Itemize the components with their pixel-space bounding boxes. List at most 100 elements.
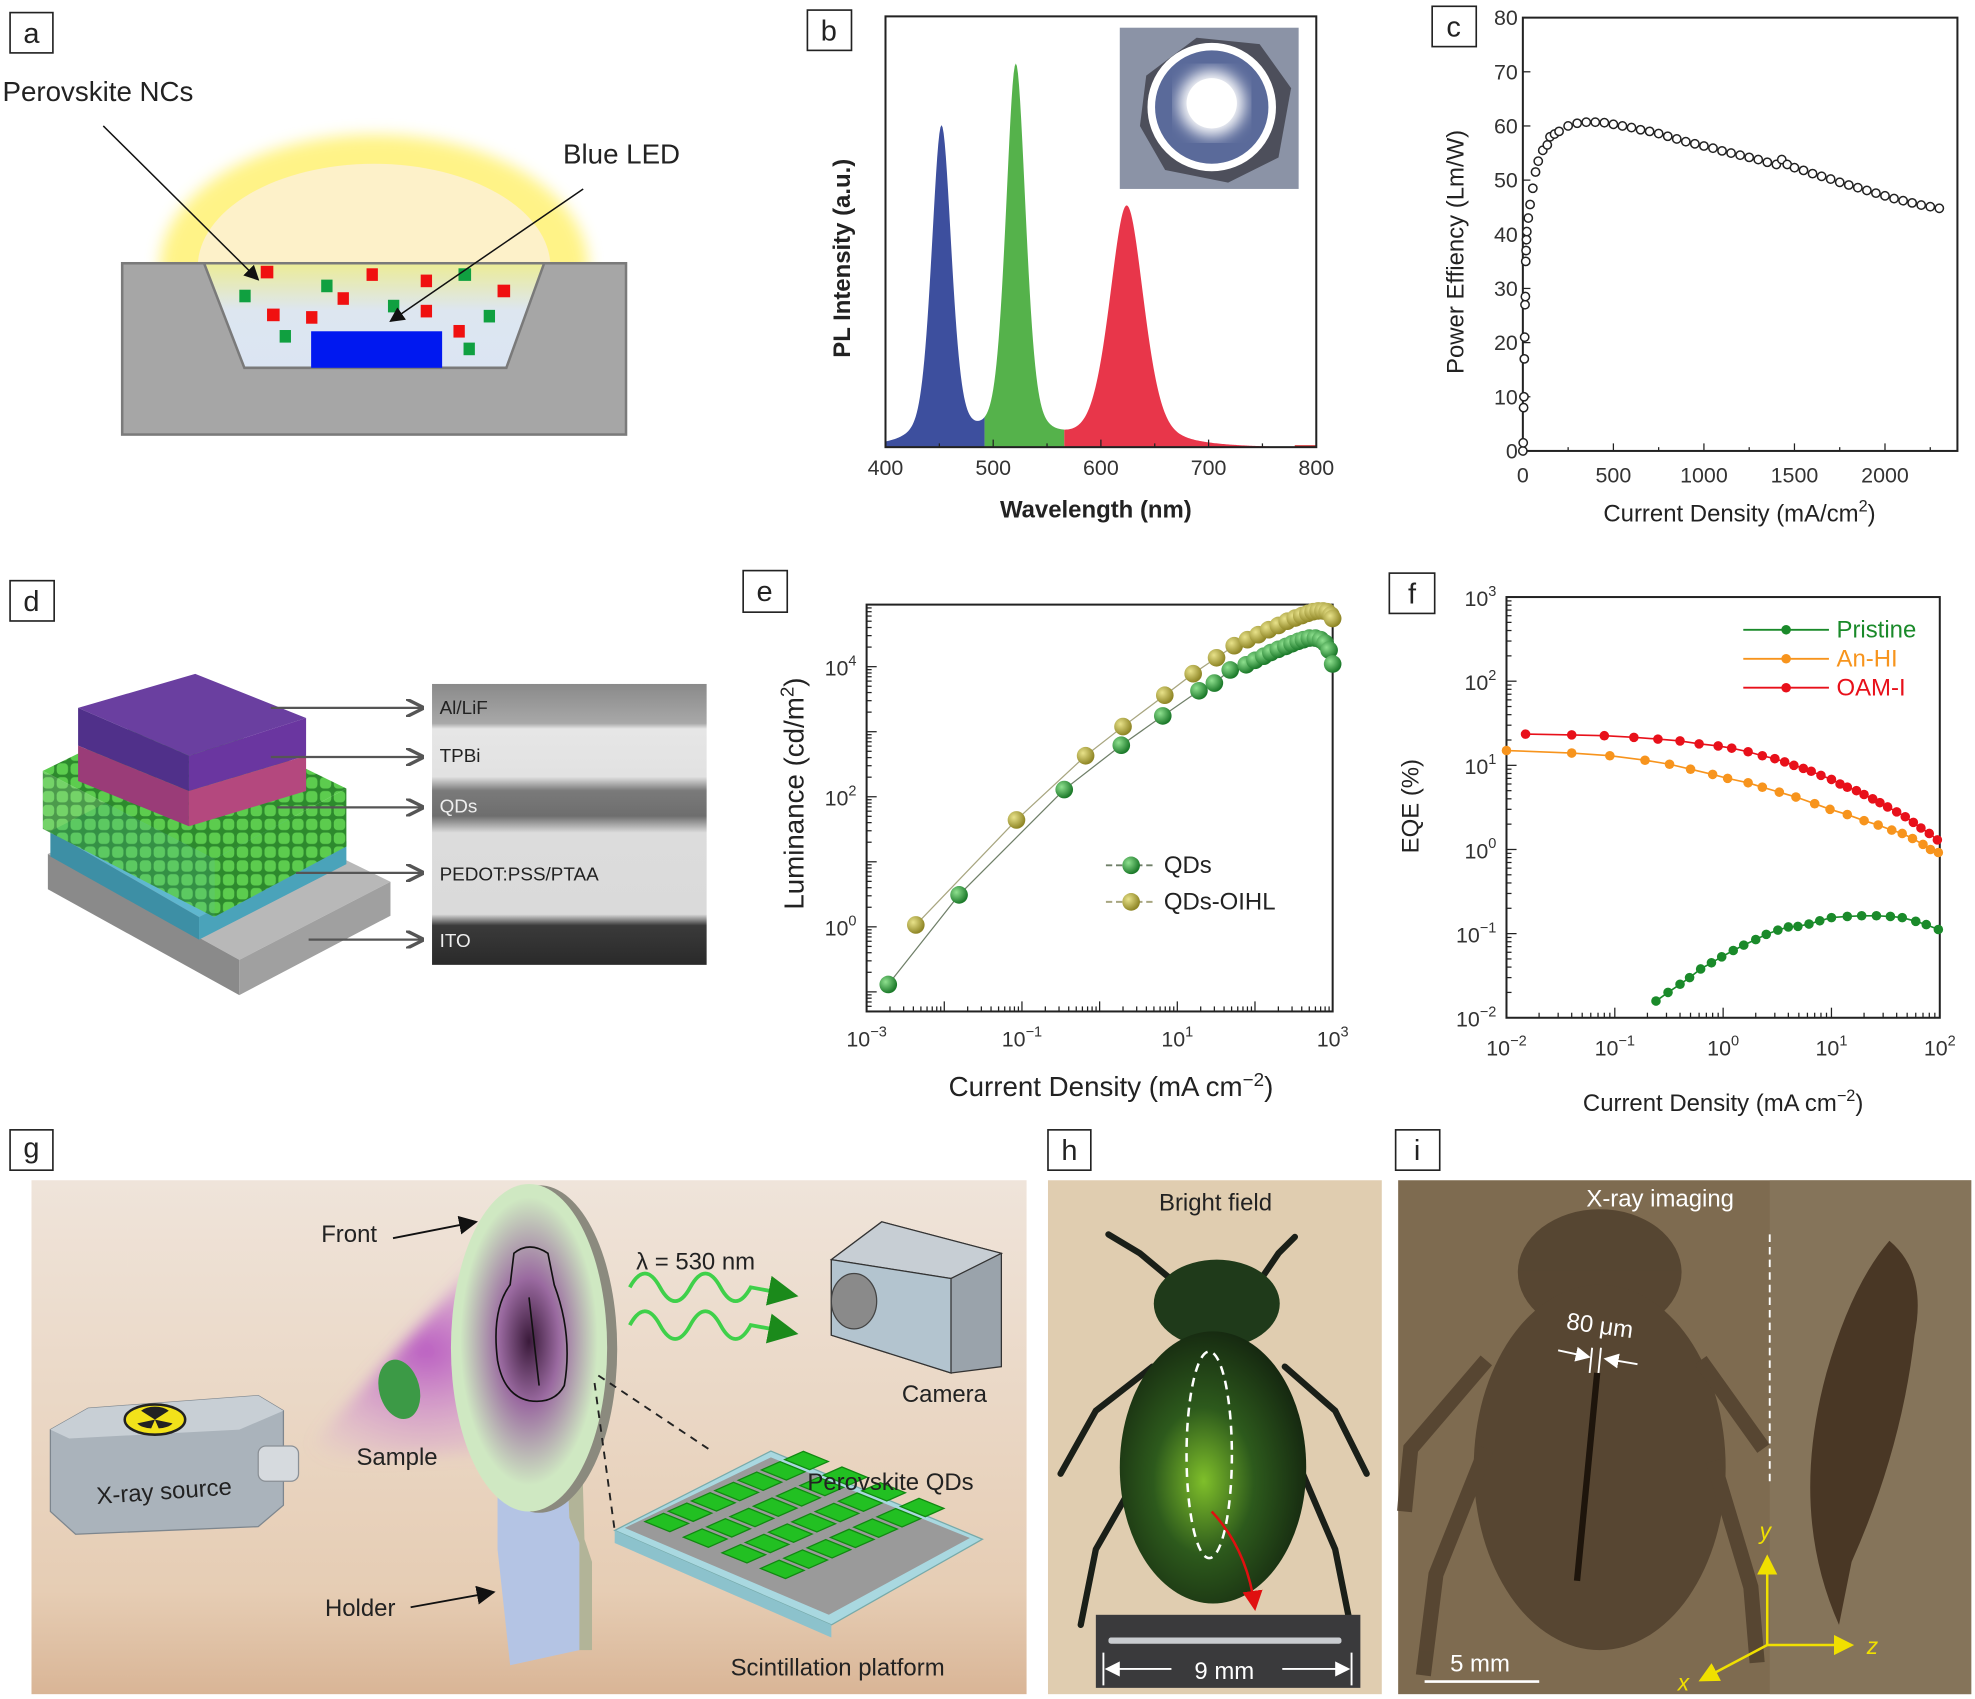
data-point [1689, 138, 1700, 149]
data-point [1114, 717, 1132, 736]
data-point [1055, 780, 1074, 799]
data-point [1761, 929, 1772, 940]
data-point [1076, 746, 1095, 765]
data-point [1599, 117, 1610, 128]
data-point [1851, 785, 1862, 796]
legend-label: OAM-I [1836, 674, 1905, 701]
data-point [1184, 664, 1202, 683]
data-point [1889, 193, 1899, 204]
data-point [1519, 391, 1529, 402]
data-point [1918, 839, 1928, 850]
x-tick-label: 800 [1298, 456, 1334, 480]
y-axis-label: EQE (%) [1397, 759, 1424, 853]
x-tick-label: 1500 [1771, 463, 1819, 487]
svg-text:f: f [1408, 578, 1417, 610]
x-tick-label: 10−1 [1595, 1033, 1635, 1060]
beetle-shadow-top-view [1396, 1209, 1770, 1677]
data-point [1501, 745, 1512, 756]
svg-text:c: c [1446, 12, 1460, 44]
panel-label-h: h [1047, 1129, 1092, 1171]
y-tick-label: 10−1 [1456, 920, 1496, 947]
legend-label: An-HI [1836, 645, 1897, 672]
scale-label-5mm: 5 mm [1450, 1650, 1510, 1677]
data-point [1735, 150, 1746, 161]
coordinate-axes [1698, 1554, 1855, 1682]
x-tick-label: 101 [1161, 1025, 1193, 1052]
electrode-block [78, 673, 307, 827]
wavelength-label: λ = 530 nm [636, 1249, 755, 1276]
y-tick-label: 102 [1464, 668, 1496, 695]
data-point [1520, 256, 1531, 267]
data-point [1518, 402, 1529, 413]
legend-marker [1781, 682, 1791, 693]
data-point [1520, 729, 1531, 739]
data-point [1519, 332, 1530, 343]
scale-bar-9mm [1102, 1652, 1353, 1686]
data-point [1871, 188, 1881, 199]
data-point [1640, 755, 1650, 766]
y-tick-label: 30 [1494, 277, 1518, 301]
xray-source: X-ray source [49, 1394, 300, 1535]
x-tick-label: 103 [1317, 1025, 1349, 1052]
data-point [1521, 226, 1532, 237]
y-tick-label: 20 [1494, 331, 1518, 355]
panel-i-xray-image: X-ray imaging 80 μm 5 mm y z x [1396, 1180, 1972, 1695]
data-point [1814, 916, 1825, 926]
x-tick-label: 1000 [1680, 463, 1728, 487]
chart-b-inset-photo [1119, 27, 1299, 189]
legend-marker [1781, 653, 1791, 664]
tem-cross-section-image [432, 683, 707, 965]
data-point [1856, 910, 1867, 921]
bright-field-title: Bright field [1159, 1189, 1272, 1216]
panel-label-e: e [742, 569, 789, 613]
y-axis-label: Luminance (cd/m2) [777, 677, 810, 909]
data-point [1806, 766, 1816, 777]
data-point [1738, 940, 1749, 950]
data-point [1873, 820, 1883, 830]
data-point [1774, 787, 1785, 797]
qd-cell [821, 1466, 869, 1487]
qd-cell [766, 1523, 814, 1544]
camera-lens [830, 1272, 878, 1330]
data-point [1843, 180, 1854, 190]
panel-label-b: b [806, 9, 853, 52]
qd-cell [813, 1502, 861, 1523]
data-point [1653, 734, 1663, 744]
x-tick-label: 0 [1517, 463, 1529, 487]
data-point [1726, 148, 1736, 158]
data-point [1809, 798, 1820, 809]
pin [1108, 1637, 1342, 1644]
data-point [1320, 641, 1338, 659]
legend-label: QDs [1164, 852, 1212, 879]
data-point [879, 975, 898, 994]
data-point [1925, 201, 1936, 212]
data-point [1900, 811, 1911, 822]
data-point [1651, 996, 1661, 1006]
qd-cell [705, 1517, 752, 1538]
data-point [1826, 912, 1837, 923]
data-point [1708, 143, 1718, 154]
qd-cell [689, 1491, 737, 1512]
perovskite-arrow [102, 125, 260, 281]
qd-cell [783, 1450, 830, 1471]
y-tick-label: 102 [825, 783, 857, 810]
data-point [1789, 162, 1800, 173]
data-point [1617, 121, 1628, 131]
x-tick-label: 700 [1191, 456, 1227, 480]
data-point [1599, 730, 1610, 741]
axis-y-label: y [1758, 1518, 1773, 1544]
data-point [1664, 759, 1675, 770]
data-point [1743, 778, 1753, 788]
front-label: Front [321, 1221, 377, 1248]
data-point [1605, 750, 1615, 761]
data-point [1520, 291, 1531, 302]
layer-label-pedot: PEDOT:PSS/PTAA [440, 864, 599, 885]
data-point [1804, 919, 1814, 929]
qd-cell [775, 1486, 822, 1507]
panel-h-bright-field: 9 mm Bright field [1047, 1180, 1382, 1695]
plot-frame [1521, 16, 1959, 452]
chart-b-pl-spectrum: 400 500 600 700 800 Wavelength (nm) PL Intensi… [829, 15, 1334, 524]
data-point [1934, 203, 1945, 214]
scintillation-platform [593, 1374, 984, 1638]
